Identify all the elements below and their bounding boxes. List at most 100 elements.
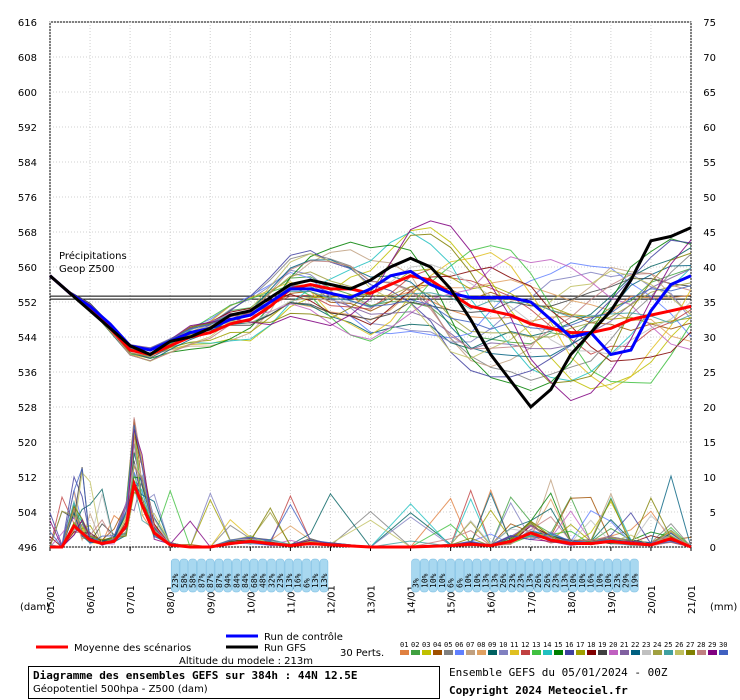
member-id-label: 03 <box>422 641 430 649</box>
ensemble-run-label: Ensemble GEFS du 05/01/2024 - 00Z <box>449 666 668 679</box>
precip-chance-label: 68% <box>250 573 259 588</box>
precip-chance-cell <box>490 558 499 593</box>
x-tick-label: 19/01 <box>607 585 618 614</box>
precip-chance-cell <box>240 558 250 593</box>
x-tick-label: 17/01 <box>527 585 538 614</box>
member-color-swatch <box>675 650 684 655</box>
member-color-swatch <box>521 650 530 655</box>
member-id-label: 10 <box>499 641 507 649</box>
member-id-label: 19 <box>598 641 606 649</box>
precip-chance-label: 6% <box>455 578 464 588</box>
precip-chance-cell <box>214 558 224 593</box>
right-tick-label: 45 <box>703 228 716 239</box>
member-precip-line <box>49 424 692 549</box>
precip-chance-cell <box>179 558 189 593</box>
right-tick-label: 75 <box>703 18 716 29</box>
precip-chance-cell <box>188 558 197 593</box>
member-color-swatch <box>576 650 585 655</box>
left-axis-unit: (dam) <box>20 602 50 613</box>
precip-chance-label: 29% <box>622 573 631 588</box>
member-id-label: 26 <box>675 641 683 649</box>
precip-chance-label: 26% <box>499 573 508 588</box>
precip-chance-label: 23% <box>508 573 517 588</box>
right-tick-label: 50 <box>703 193 716 204</box>
member-color-swatch <box>499 650 508 655</box>
x-tick-label: 16/01 <box>487 585 498 614</box>
precip-chance-label: 26% <box>534 573 543 588</box>
member-color-swatch <box>510 650 519 655</box>
member-color-swatch <box>653 650 662 655</box>
z500-legend-label: Geop Z500 <box>59 264 114 275</box>
precip-chance-label: 10% <box>578 573 587 588</box>
precip-chance-cell <box>284 558 294 593</box>
member-id-label: 05 <box>444 641 452 649</box>
precip-chance-cell <box>586 558 595 593</box>
precip-chance-label: 10% <box>604 573 613 588</box>
right-tick-label: 0 <box>710 543 716 554</box>
precip-chance-cell <box>302 558 311 593</box>
right-tick-label: 60 <box>703 123 716 134</box>
left-tick-label: 600 <box>18 88 37 99</box>
member-color-swatch <box>708 650 717 655</box>
member-color-swatch <box>532 650 541 655</box>
member-color-swatch <box>719 650 728 655</box>
precip-chance-label: 94% <box>224 573 233 588</box>
legend-control-label: Run de contrôle <box>264 631 343 643</box>
member-color-swatch <box>565 650 574 655</box>
left-tick-label: 520 <box>18 438 37 449</box>
member-id-label: 23 <box>642 641 650 649</box>
precip-chance-label: 10% <box>438 573 447 588</box>
left-tick-label: 544 <box>18 333 37 344</box>
x-tick-label: 11/01 <box>286 585 297 614</box>
member-id-label: 06 <box>455 641 463 649</box>
chart-info-box: Diagramme des ensembles GEFS sur 384h : … <box>28 666 440 699</box>
chart-title: Diagramme des ensembles GEFS sur 384h : … <box>33 669 358 682</box>
right-tick-label: 70 <box>703 53 716 64</box>
member-z500-line <box>49 259 692 362</box>
member-color-swatch <box>455 650 464 655</box>
precip-chance-label: 3% <box>412 578 421 588</box>
member-color-swatch <box>400 650 409 655</box>
precip-chance-label: 13% <box>490 573 499 588</box>
member-id-label: 12 <box>521 641 529 649</box>
precip-chance-cell <box>420 558 429 593</box>
precip-chance-cell <box>437 558 447 593</box>
gfs-run-line <box>49 226 692 410</box>
member-color-swatch <box>587 650 596 655</box>
precip-chance-label: 13% <box>525 573 534 588</box>
precip-chance-label: 19% <box>630 573 639 588</box>
member-color-swatch <box>433 650 442 655</box>
precip-chance-label: 6% <box>302 578 311 588</box>
member-id-label: 18 <box>587 641 595 649</box>
left-tick-label: 608 <box>18 53 37 64</box>
precip-chance-cell <box>568 558 578 593</box>
left-tick-label: 536 <box>18 368 37 379</box>
left-tick-label: 584 <box>18 158 37 169</box>
control-run-line <box>49 269 692 357</box>
right-tick-label: 10 <box>703 473 716 484</box>
precip-chance-label: 87% <box>197 573 206 588</box>
member-id-label: 25 <box>664 641 672 649</box>
precip-chance-cell <box>463 558 473 593</box>
precip-mean-line <box>50 478 692 549</box>
x-tick-label: 14/01 <box>407 585 418 614</box>
precip-chance-cell <box>533 558 543 593</box>
right-tick-label: 35 <box>703 298 716 309</box>
member-color-swatch <box>543 650 552 655</box>
right-tick-label: 20 <box>703 403 716 414</box>
precip-chance-cell <box>498 558 508 593</box>
left-tick-label: 512 <box>18 473 37 484</box>
member-color-swatch <box>686 650 695 655</box>
left-tick-label: 560 <box>18 263 37 274</box>
member-id-label: 11 <box>510 641 518 649</box>
member-id-label: 01 <box>400 641 408 649</box>
precip-chance-label: 26% <box>543 573 552 588</box>
x-tick-label: 08/01 <box>166 585 177 614</box>
precip-chance-cell <box>232 558 241 593</box>
precip-chance-cell <box>455 558 464 593</box>
legend-mean-label: Moyenne des scénarios <box>74 642 191 654</box>
precip-chance-cell <box>446 558 455 593</box>
precip-chance-label: 87% <box>215 573 224 588</box>
precip-chance-label: 10% <box>429 573 438 588</box>
precip-chance-label: 16% <box>294 573 303 588</box>
